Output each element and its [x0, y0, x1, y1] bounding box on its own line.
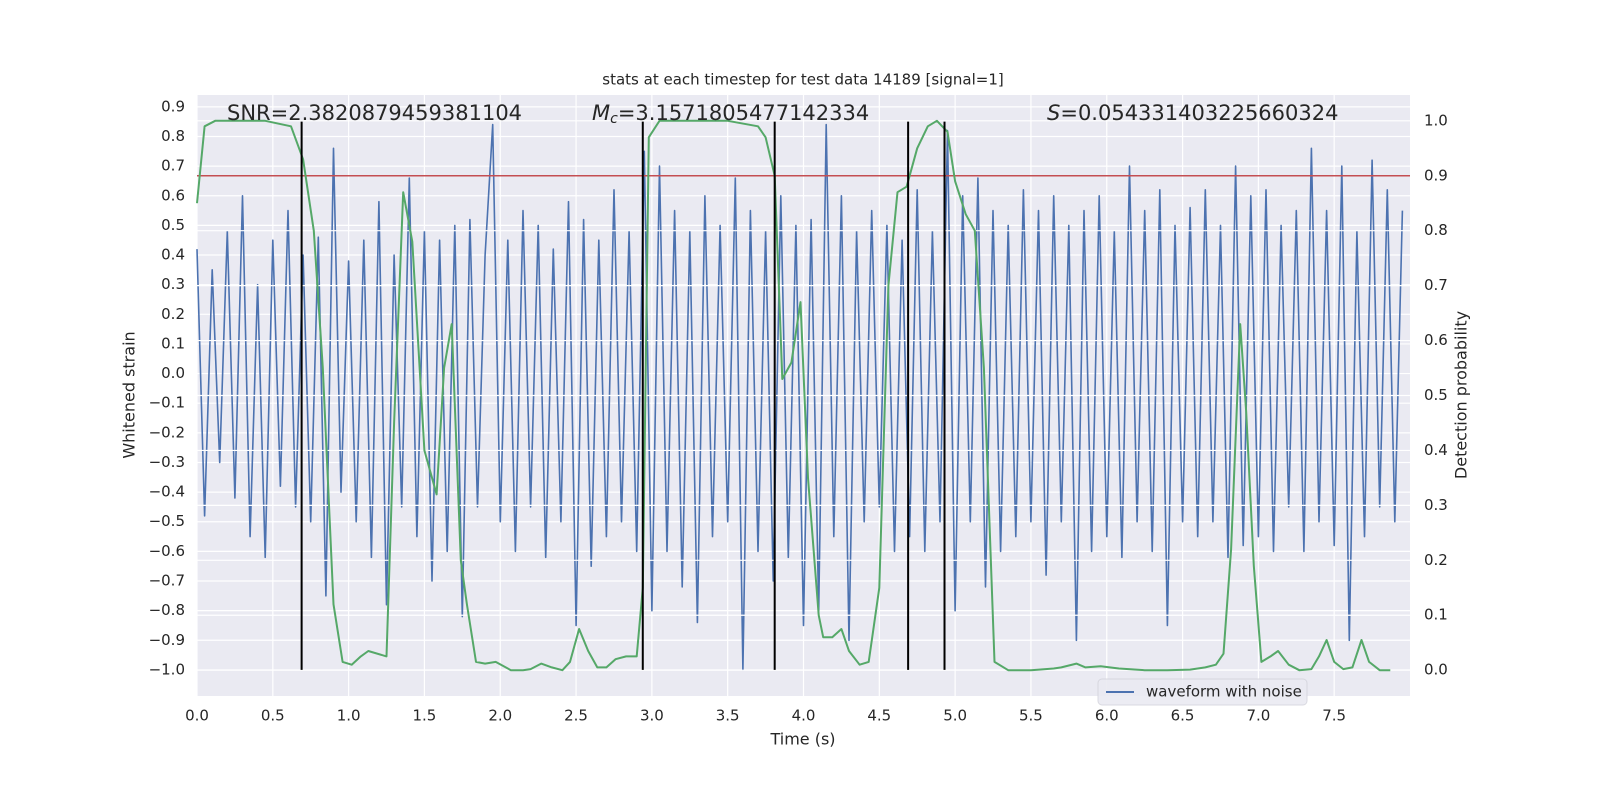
y-tick-label: 0.4: [161, 246, 185, 264]
y2-tick-label: 0.0: [1424, 661, 1448, 679]
annotation-subscript: c: [610, 111, 618, 127]
y-tick-label: 0.3: [161, 275, 185, 293]
x-axis-title: Time (s): [769, 730, 835, 749]
y2-tick-label: 0.1: [1424, 606, 1448, 624]
x-tick-label: 3.5: [716, 707, 740, 725]
waveform-line: [196, 123, 1404, 671]
annotation: S=0.054331403225660324: [1047, 101, 1338, 125]
y2-tick-label: 0.9: [1424, 166, 1448, 184]
y-tick-label: 0.5: [161, 216, 185, 234]
chart-title: stats at each timestep for test data 141…: [602, 71, 1003, 89]
y-tick-label: 0.2: [161, 305, 185, 323]
y2-tick-label: 0.5: [1424, 386, 1448, 404]
x-tick-label: 2.5: [564, 707, 588, 725]
y2-tick-label: 1.0: [1424, 111, 1448, 129]
annotation: SNR=2.3820879459381104: [227, 101, 522, 125]
x-tick-label: 0.5: [261, 707, 285, 725]
y-tick-label: −0.3: [149, 453, 185, 471]
y-tick-label: −0.8: [149, 601, 185, 619]
x-tick-label: 6.5: [1171, 707, 1195, 725]
x-tick-label: 6.0: [1095, 707, 1119, 725]
probability-line: [196, 119, 1391, 672]
y2-tick-label: 0.8: [1424, 221, 1448, 239]
x-tick-label: 4.5: [867, 707, 891, 725]
x-tick-label: 7.0: [1246, 707, 1270, 725]
y2-tick-label: 0.6: [1424, 331, 1448, 349]
y-tick-label: 0.1: [161, 334, 185, 352]
x-tick-label: 5.0: [943, 707, 967, 725]
y2-tick-label: 0.3: [1424, 496, 1448, 514]
y-tick-label: −0.2: [149, 423, 185, 441]
x-tick-label: 7.5: [1322, 707, 1346, 725]
y-tick-label: 0.9: [161, 97, 185, 115]
y-tick-label: −0.4: [149, 483, 185, 501]
y-tick-label: −1.0: [149, 660, 185, 678]
y2-tick-label: 0.2: [1424, 551, 1448, 569]
legend-label: waveform with noise: [1146, 683, 1302, 701]
legend: waveform with noise: [1097, 678, 1308, 706]
labels: stats at each timestep for test data 141…: [120, 71, 1471, 749]
y-tick-label: 0.6: [161, 186, 185, 204]
legend-box: [1097, 678, 1308, 706]
y-tick-label: −0.7: [149, 572, 185, 590]
x-tick-label: 1.5: [413, 707, 437, 725]
x-tick-label: 3.0: [640, 707, 664, 725]
y-tick-label: −0.6: [149, 542, 185, 560]
y2-tick-label: 0.7: [1424, 276, 1448, 294]
annotation-symbol: S: [1047, 101, 1060, 125]
y2-axis-title: Detection probability: [1452, 311, 1471, 479]
y-axis-title: Whitened strain: [120, 331, 139, 458]
y-tick-label: −0.5: [149, 512, 185, 530]
x-tick-label: 0.0: [185, 707, 209, 725]
y-tick-label: 0.0: [161, 364, 185, 382]
y-tick-label: −0.9: [149, 631, 185, 649]
marks: [196, 119, 1410, 672]
annotation-text: =3.1571805477142334: [618, 101, 869, 125]
annotation-text: =0.054331403225660324: [1060, 101, 1338, 125]
annotation-symbol: M: [592, 101, 610, 125]
x-tick-label: 5.5: [1019, 707, 1043, 725]
x-tick-label: 2.0: [488, 707, 512, 725]
annotation: Mc=3.1571805477142334: [592, 101, 869, 127]
y2-tick-label: 0.4: [1424, 441, 1448, 459]
y-tick-label: −0.1: [149, 394, 185, 412]
y-tick-label: 0.8: [161, 127, 185, 145]
x-tick-label: 1.0: [337, 707, 361, 725]
x-tick-label: 4.0: [792, 707, 816, 725]
y-tick-label: 0.7: [161, 157, 185, 175]
